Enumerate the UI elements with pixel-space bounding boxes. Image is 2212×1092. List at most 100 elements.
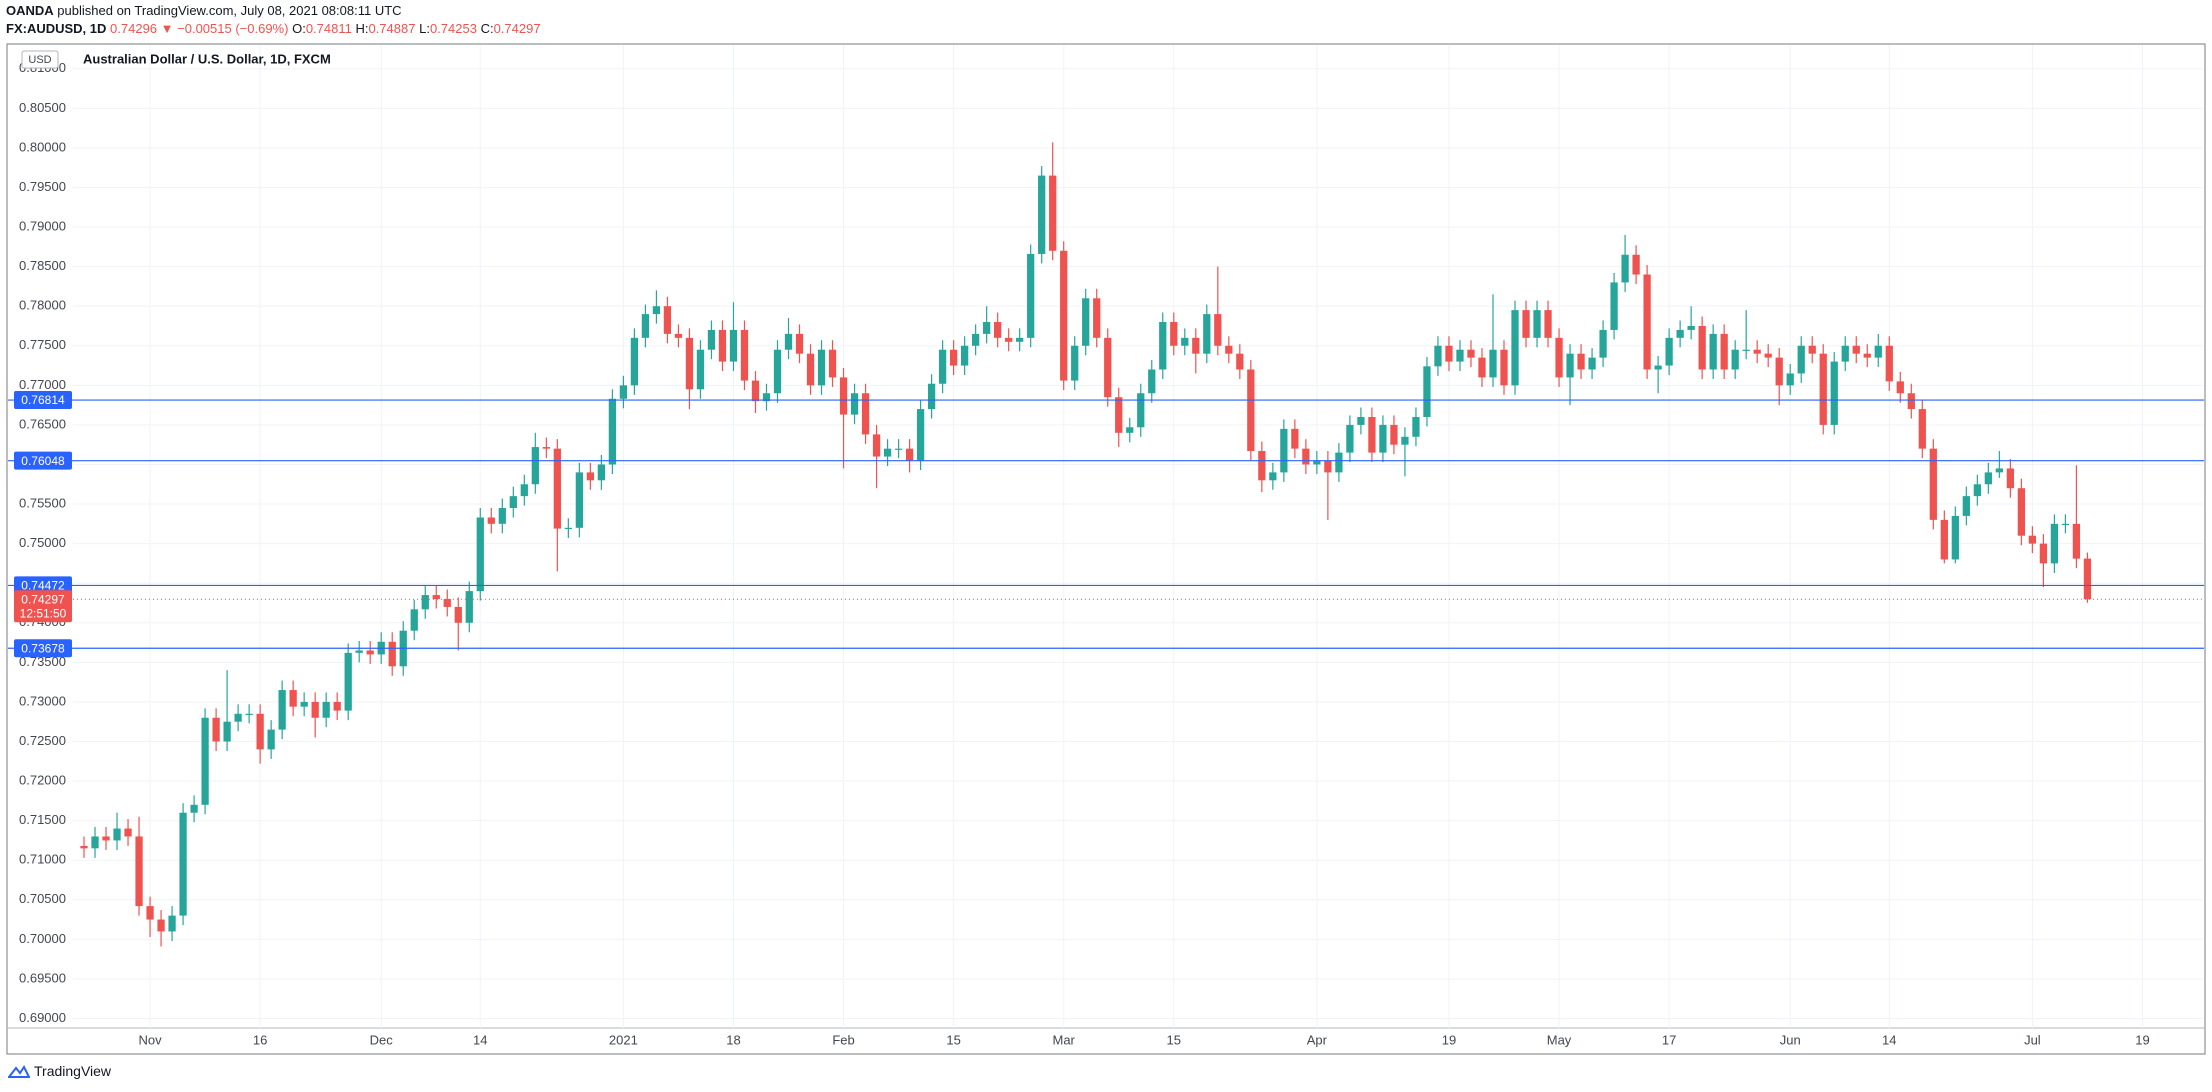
candle-body: [300, 701, 308, 707]
candle-body: [1577, 353, 1585, 370]
last-price-box: [14, 590, 72, 623]
candle-body: [1346, 424, 1354, 453]
candle-body: [1698, 325, 1706, 370]
candle-body: [1841, 345, 1849, 362]
candle-body: [784, 333, 793, 350]
x-tick-label: 19: [1442, 1032, 1456, 1047]
price-label: 0.76048: [21, 454, 65, 468]
ohlc-key: O:: [292, 21, 306, 36]
candle-body: [333, 701, 341, 711]
candle-body: [355, 650, 363, 653]
candle-body: [1115, 397, 1123, 433]
candle-body: [498, 508, 506, 524]
candle-body: [432, 595, 440, 600]
candle-body: [1555, 337, 1563, 378]
x-tick-label: Dec: [370, 1032, 394, 1047]
candle-body: [1500, 349, 1508, 386]
x-tick-label: 16: [253, 1032, 267, 1047]
publish-line: OANDA published on TradingView.com, July…: [6, 3, 402, 19]
x-tick-label: May: [1547, 1032, 1572, 1047]
candle-body: [905, 448, 914, 461]
candle-body: [894, 448, 903, 450]
candle-body: [1753, 349, 1761, 354]
x-tick-label: 2021: [609, 1032, 638, 1047]
candle-body: [718, 329, 727, 362]
candle-body: [322, 701, 330, 718]
candle-body: [1082, 298, 1090, 346]
candle-body: [278, 690, 286, 730]
last-price-label: 0.74297: [21, 592, 65, 606]
candle-body: [1104, 337, 1112, 398]
x-tick-label: Mar: [1053, 1032, 1076, 1047]
y-tick-label: 0.78000: [19, 298, 66, 313]
currency: USD: [28, 54, 51, 66]
candle-body: [1148, 369, 1156, 394]
candle-body: [553, 448, 561, 529]
y-tick-label: 0.71500: [19, 812, 66, 827]
symbol: FX:AUDUSD, 1D: [6, 21, 107, 36]
price-label-box: [14, 576, 72, 595]
candle-body: [531, 447, 539, 485]
candle-body: [1335, 452, 1343, 473]
candle-body: [674, 333, 683, 338]
candle-body: [817, 349, 826, 386]
candle-body: [1423, 366, 1431, 417]
x-tick-label: 17: [1662, 1032, 1676, 1047]
footer: TradingView: [8, 1063, 111, 1079]
candle-body: [1016, 337, 1024, 342]
candle-body: [1720, 333, 1728, 370]
candle-body: [1137, 393, 1145, 428]
candle-body: [1896, 381, 1904, 394]
candle-body: [311, 701, 319, 718]
candle-body: [124, 828, 132, 837]
candle-body: [443, 599, 451, 607]
candle-body: [2017, 488, 2026, 536]
candle-body: [1830, 361, 1838, 425]
chart-frame: [6, 43, 2206, 1055]
y-tick-label: 0.75500: [19, 495, 66, 510]
candle-body: [1170, 322, 1178, 346]
candle-body: [146, 906, 154, 920]
candle-body: [91, 836, 99, 849]
candle-body: [828, 349, 837, 378]
candle-body: [1907, 393, 1915, 410]
candle-body: [366, 650, 374, 655]
candle-body: [267, 729, 275, 750]
candle-body: [1181, 337, 1189, 346]
chart-title: Australian Dollar / U.S. Dollar, 1D, FXC…: [83, 51, 331, 66]
candle-body: [421, 595, 429, 610]
last-price: 0.74296: [110, 21, 158, 36]
candle-body: [685, 337, 694, 390]
candle-body: [1368, 416, 1376, 453]
candle-body: [861, 393, 870, 435]
candle-body: [850, 393, 859, 415]
price-label-box: [14, 451, 72, 470]
candle-body: [1654, 365, 1662, 370]
x-tick-label: 14: [473, 1032, 487, 1047]
candle-body: [1973, 484, 1981, 497]
brand: TradingView: [34, 1063, 112, 1079]
candle-body: [80, 845, 88, 849]
logo: [8, 1065, 30, 1078]
candle-body: [1940, 519, 1948, 560]
candle-body: [1302, 448, 1310, 465]
candle-body: [1874, 345, 1882, 358]
y-tick-label: 0.76500: [19, 416, 66, 431]
price-label-box: [14, 391, 72, 410]
candle-body: [2061, 523, 2070, 526]
candle-body: [586, 472, 594, 481]
candle-body: [223, 721, 231, 742]
ohlc-key: H:: [355, 21, 369, 36]
candle-body: [113, 828, 121, 841]
candle-body: [1852, 345, 1860, 354]
candle-body: [751, 380, 760, 402]
candle-body: [1280, 428, 1288, 473]
candle-body: [1071, 345, 1079, 381]
candle-body: [1489, 349, 1497, 378]
candle-body: [509, 496, 517, 509]
candle-body: [983, 322, 991, 334]
publisher: OANDA: [6, 3, 54, 18]
y-tick-label: 0.70000: [19, 931, 66, 946]
candle-body: [1159, 322, 1167, 370]
